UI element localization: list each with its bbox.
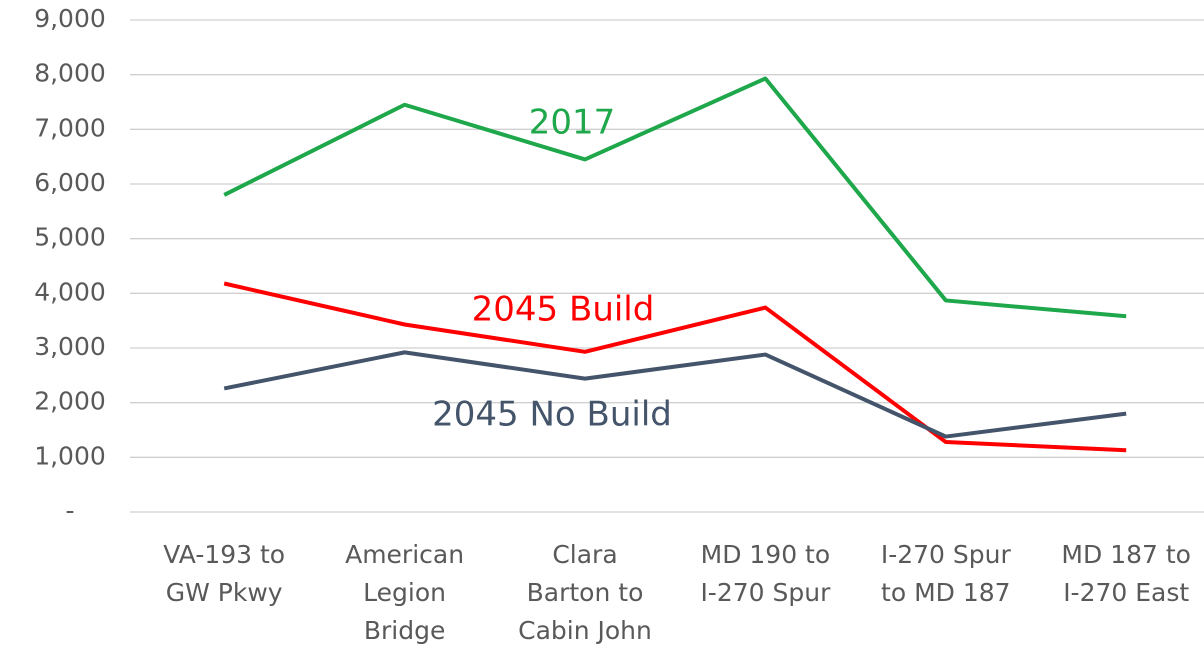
- y-tick-label: 4,000: [34, 277, 106, 306]
- y-tick-label: -: [65, 496, 74, 525]
- y-tick-label: 6,000: [34, 168, 106, 197]
- x-tick-label: VA-193 to GW Pkwy: [163, 540, 285, 607]
- x-tick-label: MD 187 to I-270 East: [1061, 540, 1191, 607]
- series-line: [223, 350, 1127, 439]
- y-tick-label: 2,000: [34, 387, 106, 416]
- series-label: 2045 Build: [472, 290, 655, 330]
- x-tick-label: American Legion Bridge: [345, 540, 464, 645]
- y-tick-label: 3,000: [34, 332, 106, 361]
- y-tick-label: 8,000: [34, 59, 106, 88]
- series-label: 2017: [529, 103, 616, 143]
- y-tick-label: 7,000: [34, 113, 106, 142]
- x-tick-label: MD 190 to I-270 Spur: [700, 540, 831, 607]
- x-tick-label: I-270 Spur to MD 187: [881, 540, 1012, 607]
- y-tick-label: 5,000: [34, 223, 106, 252]
- y-tick-label: 1,000: [34, 441, 106, 470]
- series-label: 2045 No Build: [432, 395, 672, 435]
- series-line: [223, 281, 1127, 453]
- y-tick-label: 9,000: [34, 4, 106, 33]
- series-line: [223, 76, 1127, 319]
- x-tick-label: Clara Barton to Cabin John: [518, 540, 652, 645]
